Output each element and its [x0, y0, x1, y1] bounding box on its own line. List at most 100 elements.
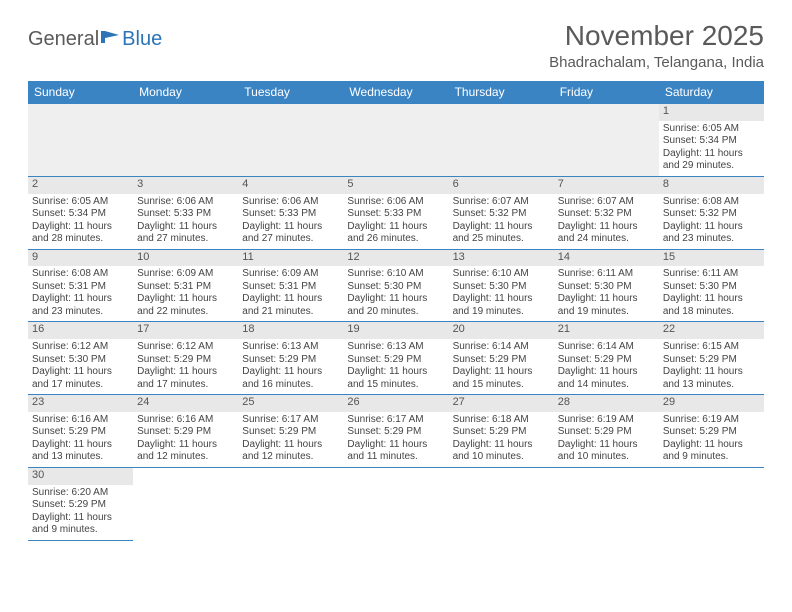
day-info-line: Daylight: 11 hours [32, 439, 129, 452]
day-info-line: Sunrise: 6:14 AM [558, 341, 655, 354]
day-cell: 3Sunrise: 6:06 AMSunset: 5:33 PMDaylight… [133, 177, 238, 250]
day-info-line: Sunset: 5:32 PM [453, 208, 550, 221]
day-info-line: and 17 minutes. [137, 379, 234, 392]
day-info-line: Sunrise: 6:12 AM [137, 341, 234, 354]
day-info-line: and 27 minutes. [137, 233, 234, 246]
day-info-line: and 13 minutes. [32, 451, 129, 464]
day-info-line: Sunset: 5:29 PM [242, 426, 339, 439]
day-cell: 6Sunrise: 6:07 AMSunset: 5:32 PMDaylight… [449, 177, 554, 250]
day-number: 7 [554, 177, 659, 194]
flag-icon [101, 28, 121, 51]
day-info-line: Sunrise: 6:10 AM [347, 268, 444, 281]
day-info-line: and 13 minutes. [663, 379, 760, 392]
day-info-line: Daylight: 11 hours [663, 439, 760, 452]
day-info-line: Sunset: 5:30 PM [558, 281, 655, 294]
blank-cell [449, 468, 554, 541]
day-cell: 15Sunrise: 6:11 AMSunset: 5:30 PMDayligh… [659, 250, 764, 323]
day-info-line: Daylight: 11 hours [663, 366, 760, 379]
day-info-line: and 22 minutes. [137, 306, 234, 319]
day-info-line: Daylight: 11 hours [558, 293, 655, 306]
day-info-line: Daylight: 11 hours [347, 221, 444, 234]
day-number: 8 [659, 177, 764, 194]
day-info-line: Daylight: 11 hours [558, 221, 655, 234]
day-info-line: Daylight: 11 hours [242, 439, 339, 452]
blank-cell [554, 468, 659, 541]
day-info-line: and 10 minutes. [453, 451, 550, 464]
day-number: 26 [343, 395, 448, 412]
day-info-line: Daylight: 11 hours [453, 439, 550, 452]
day-info-line: Sunset: 5:34 PM [32, 208, 129, 221]
day-number: 5 [343, 177, 448, 194]
day-info-line: Sunset: 5:29 PM [347, 426, 444, 439]
day-cell: 19Sunrise: 6:13 AMSunset: 5:29 PMDayligh… [343, 322, 448, 395]
day-info-line: Sunset: 5:33 PM [242, 208, 339, 221]
day-info-line: Sunset: 5:29 PM [453, 354, 550, 367]
day-info-line: Daylight: 11 hours [137, 221, 234, 234]
day-info-line: Daylight: 11 hours [32, 221, 129, 234]
day-info-line: Daylight: 11 hours [663, 293, 760, 306]
day-info-line: Daylight: 11 hours [242, 293, 339, 306]
day-info-line: Sunrise: 6:20 AM [32, 487, 129, 500]
day-cell: 1Sunrise: 6:05 AMSunset: 5:34 PMDaylight… [659, 104, 764, 177]
weekday-header: Thursday [449, 81, 554, 104]
day-cell: 20Sunrise: 6:14 AMSunset: 5:29 PMDayligh… [449, 322, 554, 395]
day-info-line: Sunrise: 6:17 AM [242, 414, 339, 427]
day-info-line: Sunrise: 6:14 AM [453, 341, 550, 354]
day-info-line: and 18 minutes. [663, 306, 760, 319]
day-number: 29 [659, 395, 764, 412]
page-header: General Blue November 2025 Bhadrachalam,… [28, 20, 764, 71]
day-info-line: Sunset: 5:29 PM [347, 354, 444, 367]
day-info-line: and 27 minutes. [242, 233, 339, 246]
day-info-line: Daylight: 11 hours [32, 293, 129, 306]
blank-cell [343, 468, 448, 541]
day-info-line: Sunrise: 6:06 AM [347, 196, 444, 209]
day-info-line: Sunset: 5:29 PM [558, 426, 655, 439]
blank-cell [238, 468, 343, 541]
day-info-line: Sunset: 5:29 PM [32, 499, 129, 512]
weekday-header: Friday [554, 81, 659, 104]
day-info-line: Sunset: 5:32 PM [663, 208, 760, 221]
logo-text-part2: Blue [122, 28, 162, 51]
day-cell: 8Sunrise: 6:08 AMSunset: 5:32 PMDaylight… [659, 177, 764, 250]
blank-cell [554, 104, 659, 177]
day-info-line: Sunrise: 6:13 AM [242, 341, 339, 354]
day-info-line: and 9 minutes. [663, 451, 760, 464]
day-info-line: Sunrise: 6:16 AM [32, 414, 129, 427]
day-info-line: Daylight: 11 hours [242, 366, 339, 379]
day-cell: 29Sunrise: 6:19 AMSunset: 5:29 PMDayligh… [659, 395, 764, 468]
day-info-line: Daylight: 11 hours [137, 293, 234, 306]
blank-cell [28, 104, 133, 177]
day-info-line: Sunset: 5:30 PM [663, 281, 760, 294]
day-number: 25 [238, 395, 343, 412]
day-cell: 27Sunrise: 6:18 AMSunset: 5:29 PMDayligh… [449, 395, 554, 468]
logo: General Blue [28, 28, 162, 51]
day-info-line: and 21 minutes. [242, 306, 339, 319]
day-info-line: and 24 minutes. [558, 233, 655, 246]
day-info-line: and 15 minutes. [453, 379, 550, 392]
day-cell: 25 Sunrise: 6:17 AMSunset: 5:29 PMDayligh… [238, 395, 343, 468]
day-info-line: Sunset: 5:30 PM [347, 281, 444, 294]
day-info-line: Sunset: 5:30 PM [453, 281, 550, 294]
blank-cell [133, 468, 238, 541]
day-info-line: Sunset: 5:29 PM [663, 426, 760, 439]
month-title: November 2025 [549, 20, 764, 52]
day-cell: 23Sunrise: 6:16 AMSunset: 5:29 PMDayligh… [28, 395, 133, 468]
day-number: 22 [659, 322, 764, 339]
day-info-line: Daylight: 11 hours [32, 512, 129, 525]
day-number: 6 [449, 177, 554, 194]
day-number: 30 [28, 468, 133, 485]
day-info-line: Daylight: 11 hours [663, 221, 760, 234]
day-info-line: and 26 minutes. [347, 233, 444, 246]
day-number: 15 [659, 250, 764, 267]
day-cell: 30 Sunrise: 6:20 AMSunset: 5:29 PMDayligh… [28, 468, 133, 541]
day-number: 12 [343, 250, 448, 267]
day-number: 21 [554, 322, 659, 339]
day-info-line: Sunrise: 6:07 AM [558, 196, 655, 209]
day-number: 11 [238, 250, 343, 267]
day-info-line: Sunrise: 6:16 AM [137, 414, 234, 427]
blank-cell [659, 468, 764, 541]
day-info-line: Sunrise: 6:17 AM [347, 414, 444, 427]
weekday-header: Tuesday [238, 81, 343, 104]
day-number: 3 [133, 177, 238, 194]
blank-cell [343, 104, 448, 177]
